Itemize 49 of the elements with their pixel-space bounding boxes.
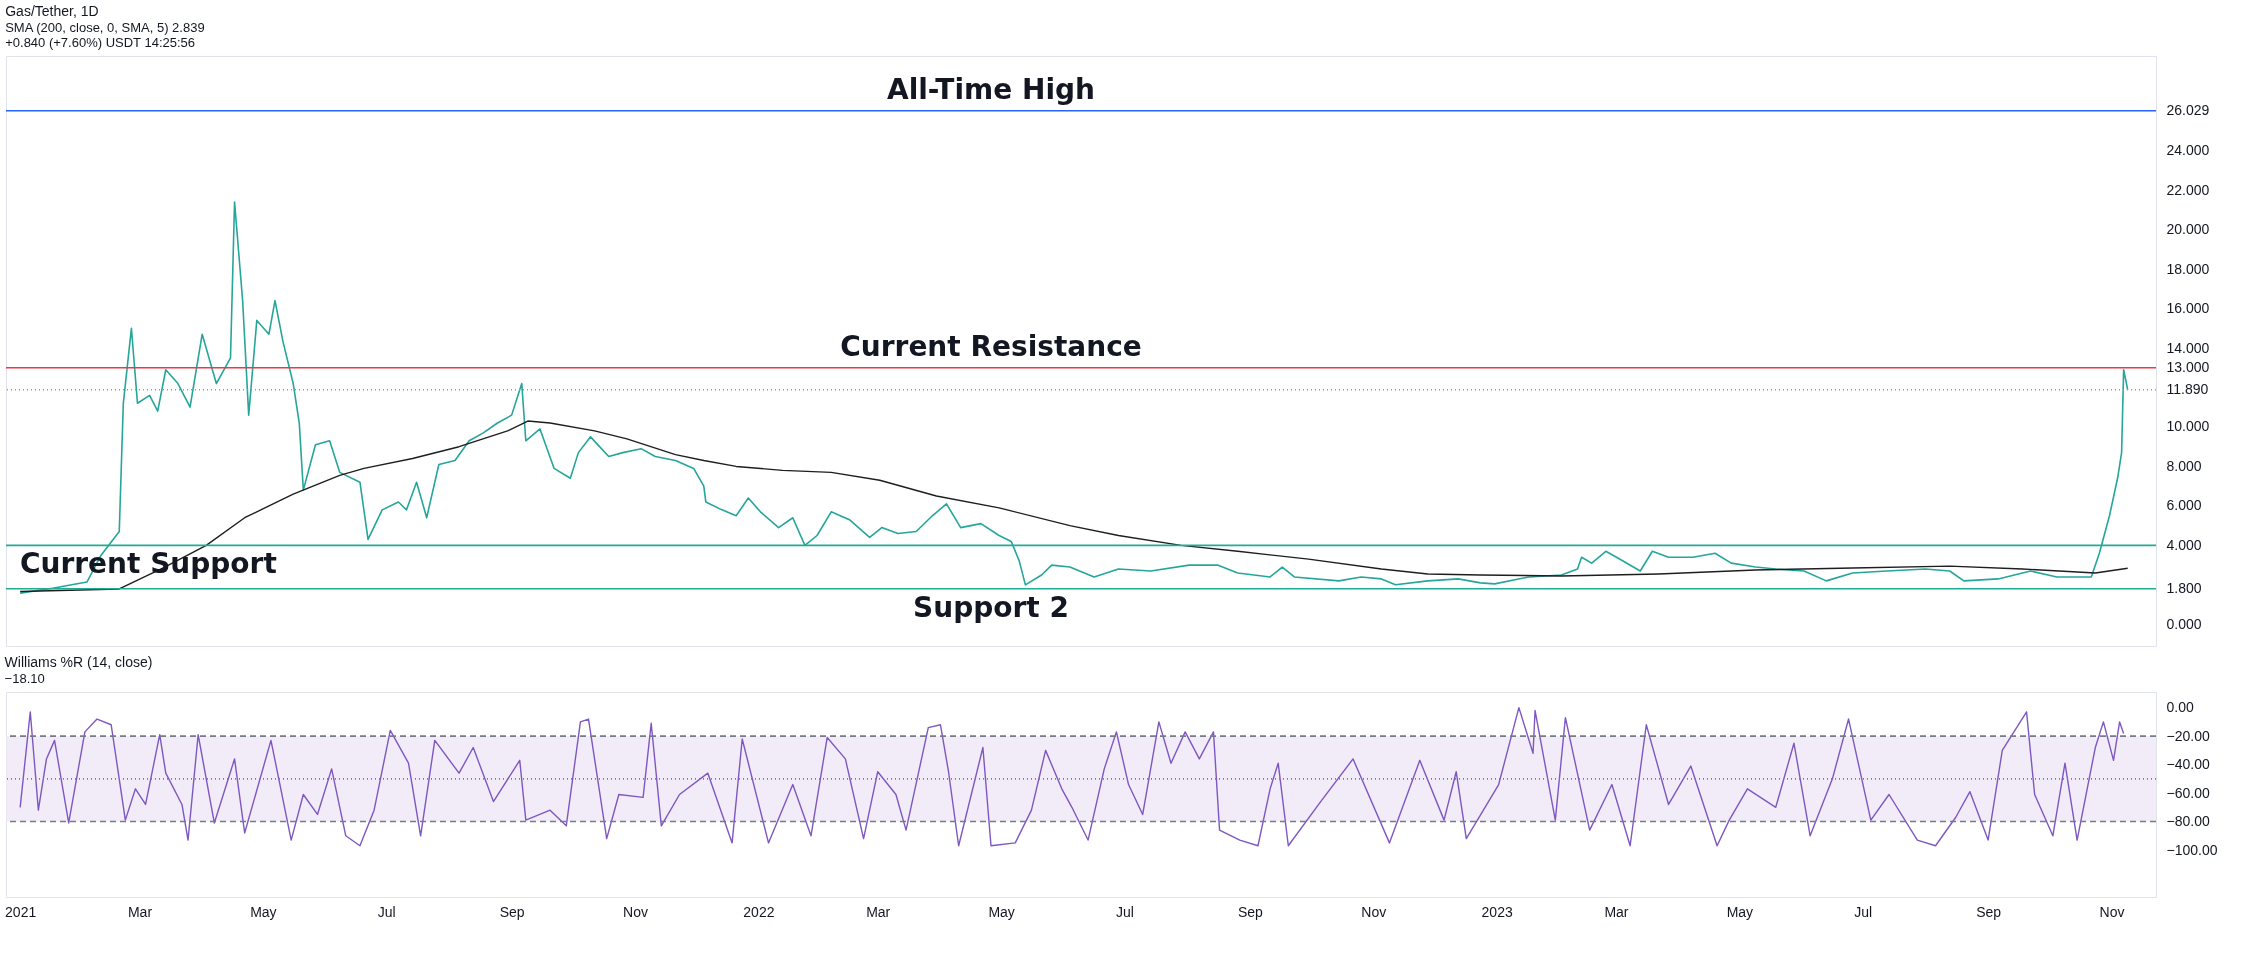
line-series (19, 706, 2125, 847)
x-tick-label: Mar (127, 903, 153, 920)
y-tick-label: 11.890 (2166, 381, 2209, 398)
y-tick-label: −40.00 (2166, 756, 2210, 773)
chart-subtitle: SMA (200, close, 0, SMA, 5) 2.839 (5, 20, 205, 35)
y-tick-label: 6.000 (2166, 497, 2202, 514)
y-tick-label: −100.00 (2166, 841, 2218, 858)
x-tick-label: Sep (1976, 903, 2002, 920)
y-tick-label: 16.000 (2166, 300, 2210, 317)
x-tick-label: 2023 (1481, 903, 1513, 920)
x-tick-label: Nov (1361, 903, 1387, 920)
y-tick-label: 0.00 (2166, 699, 2194, 716)
x-tick-label: Nov (2099, 903, 2125, 920)
y-tick-label: 4.000 (2166, 536, 2202, 553)
y-tick-label: 22.000 (2166, 181, 2210, 198)
x-tick-label: Nov (623, 903, 648, 920)
x-tick-label: Mar (866, 903, 891, 920)
x-tick-label: Jul (377, 903, 396, 920)
y-tick-label: 14.000 (2166, 339, 2210, 356)
chart-title: Williams %R (14, close) (4, 654, 153, 670)
x-tick-label: Mar (1604, 903, 1629, 920)
y-tick-label: −20.00 (2166, 727, 2210, 744)
y-tick-label: 1.800 (2166, 580, 2202, 597)
x-tick-label: Sep (1237, 903, 1264, 920)
y-tick-label: 8.000 (2166, 457, 2202, 474)
y-tick-label: 0.000 (2166, 615, 2202, 632)
x-tick-label: May (250, 903, 277, 920)
line-series (19, 420, 2129, 593)
y-tick-label: −80.00 (2166, 813, 2210, 830)
x-tick-label: 2021 (5, 903, 37, 920)
x-tick-label: Jul (1116, 903, 1134, 920)
text: +0.840 (+7.60%) USDT 14:25:56 (5, 35, 196, 50)
x-tick-label: 2022 (743, 903, 775, 920)
x-tick-label: May (988, 903, 1015, 920)
x-tick-label: Sep (499, 903, 525, 920)
ref-line-label: All-Time High (887, 72, 1095, 106)
y-tick-label: 10.000 (2166, 418, 2210, 435)
y-tick-label: 26.029 (2166, 102, 2210, 119)
y-tick-label: 20.000 (2166, 221, 2210, 238)
ref-line-label: Current Resistance (840, 329, 1142, 363)
text: −18.10 (4, 671, 45, 686)
chart-title: Gas/Tether, 1D (5, 3, 99, 19)
y-tick-label: 24.000 (2166, 142, 2210, 159)
y-tick-label: 18.000 (2166, 260, 2210, 277)
y-tick-label: 13.000 (2166, 359, 2210, 376)
ref-line-label: Support 2 (913, 590, 1069, 624)
y-tick-label: −60.00 (2166, 784, 2210, 801)
x-tick-label: Jul (1854, 903, 1873, 920)
x-tick-label: May (1726, 903, 1754, 920)
